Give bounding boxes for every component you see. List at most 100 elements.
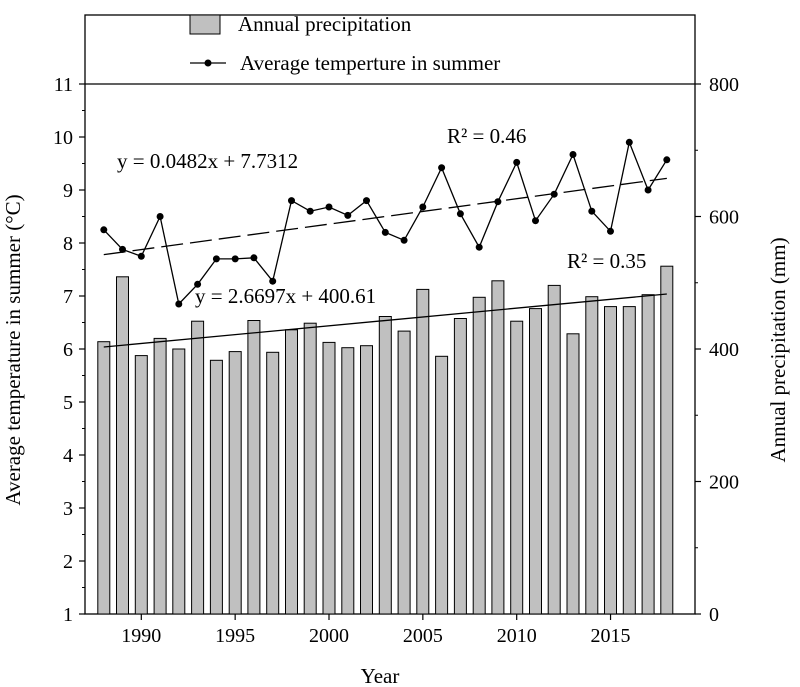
- right-axis-tick-label: 400: [709, 339, 739, 361]
- precipitation-bar: [266, 351, 280, 615]
- precipitation-bar: [435, 355, 449, 615]
- temperature-point: [550, 190, 558, 198]
- temperature-point: [250, 254, 258, 262]
- precipitation-bar: [322, 341, 336, 615]
- precipitation-bar: [472, 296, 486, 615]
- temperature-point: [269, 277, 277, 285]
- right-axis-title: Annual precipitation (mm): [766, 237, 790, 462]
- x-axis-tick-label: 2000: [309, 625, 349, 647]
- x-axis-tick-label: 2010: [497, 625, 537, 647]
- right-axis-tick-label: 0: [709, 604, 719, 626]
- precipitation-bar: [510, 320, 524, 615]
- temperature-line-series: [100, 138, 671, 308]
- left-axis-tick-label: 3: [63, 498, 73, 520]
- legend-line-label: Average temperture in summer: [240, 51, 500, 75]
- x-axis-tick-label: 1995: [215, 625, 255, 647]
- precipitation-bar: [453, 318, 467, 615]
- precipitation-bar: [397, 330, 411, 615]
- temperature-point: [325, 203, 333, 211]
- precipitation-bar: [604, 306, 617, 615]
- right-axis-tick-label: 200: [709, 472, 739, 494]
- precipitation-bars: [97, 265, 674, 615]
- temperature-point: [231, 255, 239, 263]
- left-axis-tick-label: 5: [63, 392, 73, 414]
- temperature-point: [194, 280, 202, 288]
- left-axis-tick-label: 6: [63, 339, 73, 361]
- precipitation-bar: [228, 351, 242, 615]
- precipitation-bar: [191, 320, 205, 615]
- precipitation-bar: [622, 306, 636, 615]
- precipitation-bar: [134, 355, 148, 615]
- precipitation-bar: [585, 296, 599, 615]
- temperature-point: [456, 210, 464, 218]
- temperature-point: [156, 213, 164, 220]
- trendlines: [103, 177, 667, 348]
- precipitation-bar: [660, 265, 674, 615]
- temperature-point: [588, 207, 596, 215]
- temperature-point: [100, 226, 108, 234]
- temperature-trendline: [103, 177, 667, 256]
- temperature-point: [513, 158, 521, 166]
- temperature-point: [494, 198, 502, 206]
- temperature-point: [119, 245, 126, 253]
- temperature-point: [419, 203, 427, 211]
- precipitation-bar: [172, 348, 186, 615]
- temperature-point: [381, 228, 389, 236]
- temperature-point: [663, 156, 671, 164]
- left-axis-tick-label: 10: [53, 127, 73, 149]
- axes: 1 2 3 4 5 6 7 8 9 10 11 0 200 400 600 800 1990 1995 2000 20…: [53, 74, 739, 647]
- precipitation-bar: [303, 322, 317, 615]
- precip-trend-equation: y = 2.6697x + 400.61: [195, 284, 376, 308]
- x-axis-tick-label: 2015: [591, 625, 631, 647]
- temperature-point: [344, 211, 352, 219]
- precipitation-bar: [247, 320, 261, 615]
- precipitation-bar: [97, 341, 111, 615]
- legend-line-marker: [204, 59, 212, 67]
- temperature-point: [288, 197, 295, 205]
- precipitation-bar: [116, 276, 129, 615]
- precipitation-bar: [529, 308, 542, 615]
- temp-trend-r2: R² = 0.46: [447, 124, 526, 148]
- precipitation-bar: [360, 345, 373, 615]
- temperature-point: [438, 164, 446, 172]
- temperature-point: [212, 255, 220, 263]
- right-axis-tick-label: 800: [709, 74, 739, 96]
- temperature-point: [175, 300, 183, 308]
- precipitation-bar: [547, 284, 561, 615]
- left-axis-tick-label: 9: [63, 180, 73, 202]
- temperature-point: [475, 243, 483, 251]
- temperature-point: [400, 236, 408, 244]
- temperature-point: [137, 252, 145, 260]
- legend-bar-label: Annual precipitation: [238, 12, 412, 36]
- left-axis-tick-label: 8: [63, 233, 73, 255]
- precipitation-bar: [341, 347, 355, 615]
- temperature-point: [532, 217, 539, 225]
- legend: Annual precipitation Average temperture …: [189, 12, 500, 75]
- temperature-point: [569, 151, 577, 158]
- temperature-point: [607, 227, 614, 235]
- precipitation-bar: [153, 337, 167, 615]
- precipitation-bar: [378, 316, 392, 615]
- left-axis-tick-label: 4: [63, 445, 73, 467]
- x-axis-tick-label: 2005: [403, 625, 443, 647]
- precipitation-bar: [209, 359, 223, 615]
- x-axis-tick-label: 1990: [121, 625, 161, 647]
- precipitation-bar: [416, 288, 430, 615]
- temperature-point: [644, 186, 652, 194]
- precipitation-bar: [491, 280, 505, 615]
- precipitation-bar: [566, 333, 580, 615]
- temperature-point: [306, 207, 314, 215]
- left-axis-tick-label: 7: [63, 286, 73, 308]
- temp-trend-equation: y = 0.0482x + 7.7312: [117, 149, 298, 173]
- left-axis-title: Average temperature in summer (°C): [1, 194, 25, 505]
- precipitation-bar: [641, 294, 655, 615]
- right-axis-tick-label: 600: [709, 207, 739, 229]
- legend-bar-swatch: [189, 14, 221, 35]
- precipitation-bar: [285, 329, 298, 615]
- left-axis-tick-label: 11: [54, 74, 73, 96]
- precip-trend-r2: R² = 0.35: [567, 249, 646, 273]
- temperature-point: [363, 197, 370, 205]
- left-axis-tick-label: 1: [63, 604, 73, 626]
- precipitation-trendline: [103, 293, 667, 348]
